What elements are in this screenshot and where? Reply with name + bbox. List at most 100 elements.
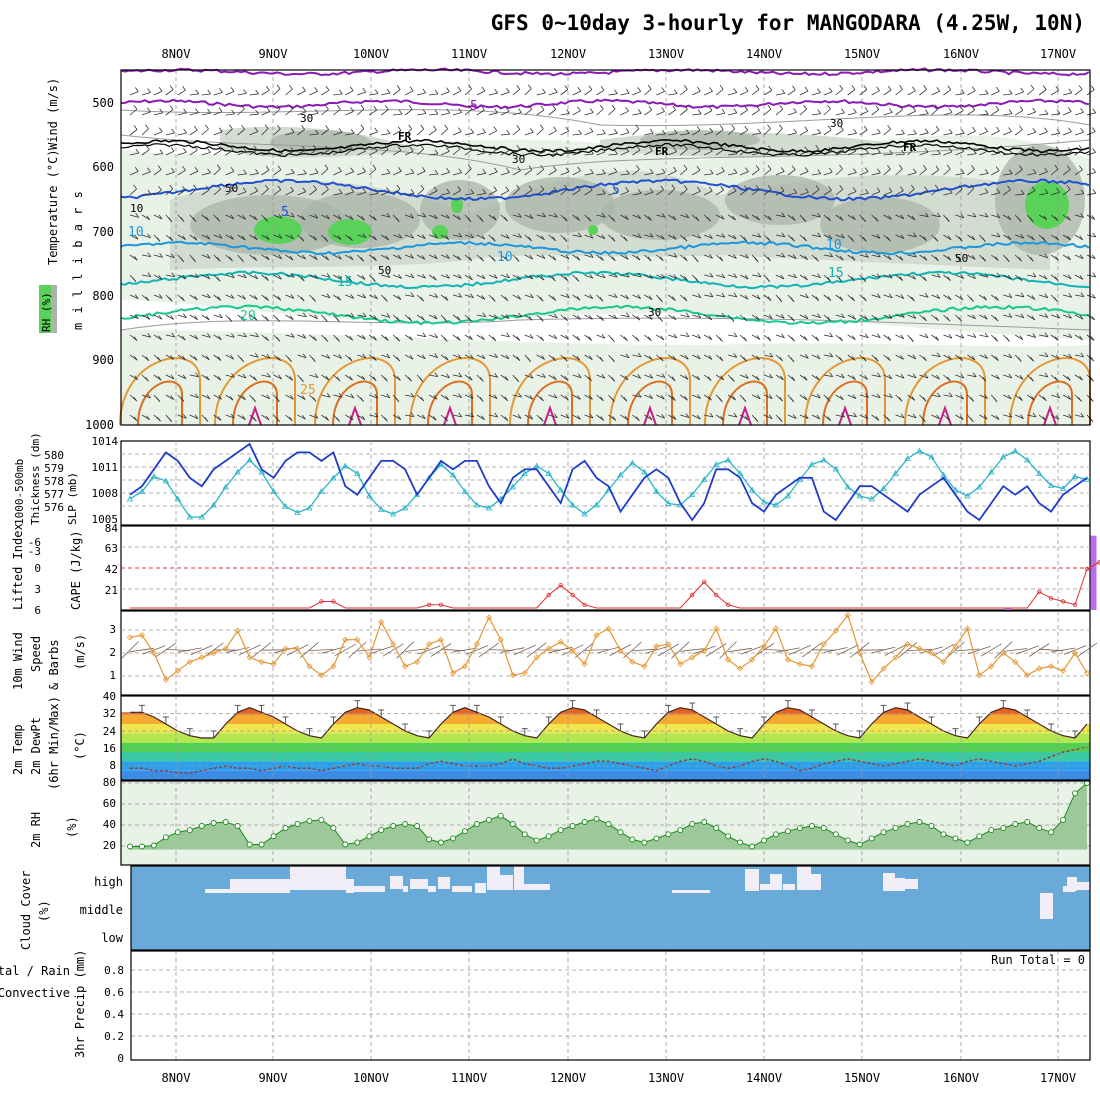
rh-point	[953, 836, 958, 841]
rh-point	[857, 842, 862, 847]
contour-label: 25	[300, 383, 316, 398]
rh-point	[427, 837, 432, 842]
rh-point	[259, 842, 264, 847]
rh-point	[809, 824, 814, 829]
contour-label: 5	[281, 205, 289, 220]
rh-point	[941, 832, 946, 837]
date-label: 10NOV	[353, 47, 389, 61]
contour-label: FR	[903, 141, 917, 154]
date-label: 14NOV	[746, 47, 782, 61]
thickness-tick: 580	[44, 449, 64, 462]
rh-point	[283, 826, 288, 831]
chart-title: GFS 0~10day 3-hourly for MANGODARA (4.25…	[491, 11, 1085, 35]
rh-point	[187, 828, 192, 833]
rh-point	[606, 822, 611, 827]
thickness-axis-label: 1000-500mb	[13, 459, 26, 525]
temperature-band	[121, 771, 1090, 780]
contour-label: 30	[512, 153, 525, 166]
rh-point	[774, 832, 779, 837]
rh-point	[211, 821, 216, 826]
precip-tick: 0.2	[104, 1030, 124, 1043]
rh-point	[140, 844, 145, 849]
rh-point	[1073, 791, 1078, 796]
thickness-tick: 577	[44, 488, 64, 501]
rh-point	[1001, 826, 1006, 831]
cloud-block	[797, 866, 811, 890]
rh-point	[223, 820, 228, 825]
wind-axis-label: Speed	[29, 636, 43, 672]
rh-point	[151, 843, 156, 848]
rh-point	[797, 826, 802, 831]
profile-panel: 5 FR FR FR 5 5 10 10 10 15 15 20 25 30 3…	[39, 69, 1096, 433]
lifted-index-cape-panel: -6 -3 0 3 6 84 63 42 21 Lifted Index CAP…	[11, 522, 1100, 617]
contour-label: 20	[240, 309, 256, 324]
date-label: 15NOV	[844, 1071, 880, 1085]
rh-point	[355, 840, 360, 845]
date-label: 16NOV	[943, 47, 979, 61]
contour-label: 50	[225, 182, 238, 195]
precip-panel: Run Total = 0 0.8 0.6 0.4 0.2 0 tal / Ra…	[0, 950, 1090, 1065]
contour-label: 5	[612, 183, 620, 198]
rh-point	[881, 830, 886, 835]
rh-shading-layer	[121, 110, 1090, 425]
rh-point	[307, 818, 312, 823]
cloud-level-low: low	[101, 931, 123, 945]
rh-point	[905, 822, 910, 827]
rh-point	[821, 826, 826, 831]
date-label: 10NOV	[353, 1071, 389, 1085]
contour-label: 10	[128, 225, 144, 240]
li-tick: 3	[34, 583, 41, 596]
wind-tick: 2	[109, 646, 116, 659]
contour-label: 10	[497, 250, 513, 265]
cloud-block	[487, 866, 500, 890]
rh-tick: 80	[103, 776, 116, 789]
contour-label: 30	[300, 112, 313, 125]
contour-label: FR	[655, 145, 669, 158]
lifted-index-axis-label: Lifted Index	[11, 523, 25, 610]
pressure-tick: 500	[92, 96, 114, 110]
cloud-axis-label: Cloud Cover	[19, 871, 33, 950]
temp-axis-label: (6hr Min/Max)	[47, 696, 61, 790]
rh-point	[510, 822, 515, 827]
rh-point	[785, 829, 790, 834]
rh-point	[199, 824, 204, 829]
rh-point	[379, 828, 384, 833]
precip-legend: Convective	[0, 986, 70, 1000]
rh-point	[415, 824, 420, 829]
rh-point	[1049, 830, 1054, 835]
date-label: 11NOV	[451, 1071, 487, 1085]
date-label: 16NOV	[943, 1071, 979, 1085]
rh-point	[534, 838, 539, 843]
cloud-block	[390, 876, 403, 889]
temperature-band	[121, 752, 1090, 761]
precip-tick: 0.4	[104, 1008, 124, 1021]
rh-point	[1037, 826, 1042, 831]
cloud-block	[452, 886, 472, 892]
rh-point	[750, 844, 755, 849]
date-label: 9NOV	[259, 47, 288, 61]
li-tick: 6	[34, 604, 41, 617]
li-tick: -3	[28, 545, 41, 558]
thickness-tick: 576	[44, 501, 64, 514]
rh-point	[343, 842, 348, 847]
rh-legend: RH (%)	[40, 292, 53, 332]
rh-contour	[588, 225, 598, 235]
cape-tick: 42	[105, 563, 118, 576]
pressure-tick: 600	[92, 160, 114, 174]
rh-point	[331, 826, 336, 831]
rh-point	[594, 816, 599, 821]
wind-10m-panel: 3 2 1 10m Wind Speed & Barbs (m/s)	[11, 611, 1097, 695]
cloud-block	[811, 874, 821, 890]
cloud-block	[352, 886, 385, 892]
temperature-legend: Temperature (°C)	[46, 149, 60, 265]
temp-tick: 16	[103, 742, 116, 755]
cape-axis-label: CAPE (J/kg)	[69, 531, 83, 610]
rh-point	[582, 820, 587, 825]
rh-contour	[254, 216, 302, 244]
slp-tick: 1014	[92, 435, 119, 448]
rh-point	[869, 836, 874, 841]
date-label: 8NOV	[162, 47, 191, 61]
rh-point	[439, 840, 444, 845]
precip-tick: 0.8	[104, 964, 124, 977]
rh-point	[570, 824, 575, 829]
